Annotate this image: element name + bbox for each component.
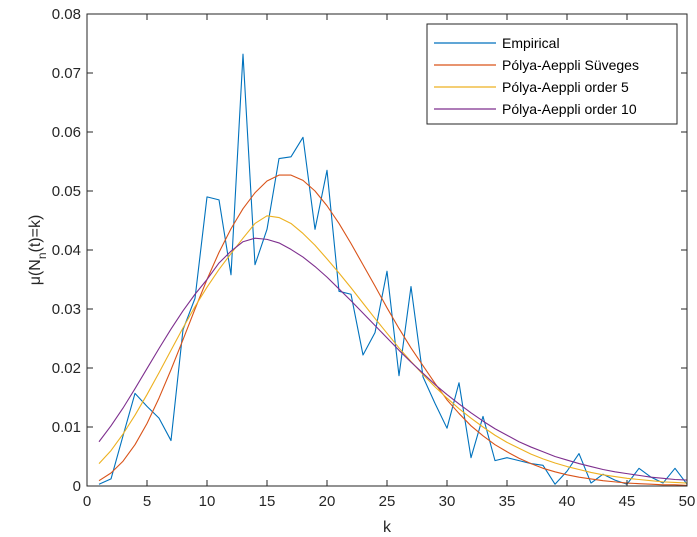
- y-axis-label-subscript: n: [35, 252, 49, 259]
- legend-label-3: Pólya-Aeppli order 10: [502, 101, 637, 117]
- y-tick-label-3: 0.03: [52, 301, 81, 318]
- x-tick-label-9: 45: [619, 493, 636, 510]
- y-axis-label: μ(Nn(t)=k): [27, 215, 49, 286]
- x-tick-label-4: 20: [319, 493, 336, 510]
- x-tick-label-5: 25: [379, 493, 396, 510]
- y-tick-label-5: 0.05: [52, 183, 81, 200]
- y-axis-label-tail: (t)=k): [27, 215, 44, 253]
- legend-label-1: Pólya-Aeppli Süveges: [502, 57, 639, 73]
- y-tick-label-4: 0.04: [52, 242, 81, 259]
- x-tick-label-1: 5: [143, 493, 151, 510]
- x-tick-label-10: 50: [679, 493, 696, 510]
- x-tick-label-3: 15: [259, 493, 276, 510]
- series-layer: [98, 53, 688, 486]
- legend-box: [426, 23, 678, 125]
- x-axis-label: k: [383, 519, 392, 536]
- y-tick-label-7: 0.07: [52, 65, 81, 82]
- y-tick-label-6: 0.06: [52, 124, 81, 141]
- y-tick-label-2: 0.02: [52, 360, 81, 377]
- series-line-2: [98, 215, 688, 484]
- x-tick-label-8: 40: [559, 493, 576, 510]
- x-tick-label-6: 30: [439, 493, 456, 510]
- y-tick-label-1: 0.01: [52, 419, 81, 436]
- x-tick-label-2: 10: [199, 493, 216, 510]
- y-axis-label-main: μ(N: [27, 259, 44, 285]
- x-tick-label-0: 0: [83, 493, 91, 510]
- legend-label-2: Pólya-Aeppli order 5: [502, 79, 629, 95]
- ticks-layer: 0 5 10 15 20 25 30 35 40 45 50 0 0.01 0.02 0.03 0.04 0.0…: [52, 6, 696, 510]
- y-tick-label-8: 0.08: [52, 6, 81, 23]
- legend-label-0: Empirical: [502, 35, 560, 51]
- y-tick-label-0: 0: [73, 478, 81, 495]
- series-line-3: [98, 237, 688, 481]
- legend: Empirical Pólya-Aeppli Süveges Pólya-Aeppl…: [426, 23, 678, 125]
- x-tick-label-7: 35: [499, 493, 516, 510]
